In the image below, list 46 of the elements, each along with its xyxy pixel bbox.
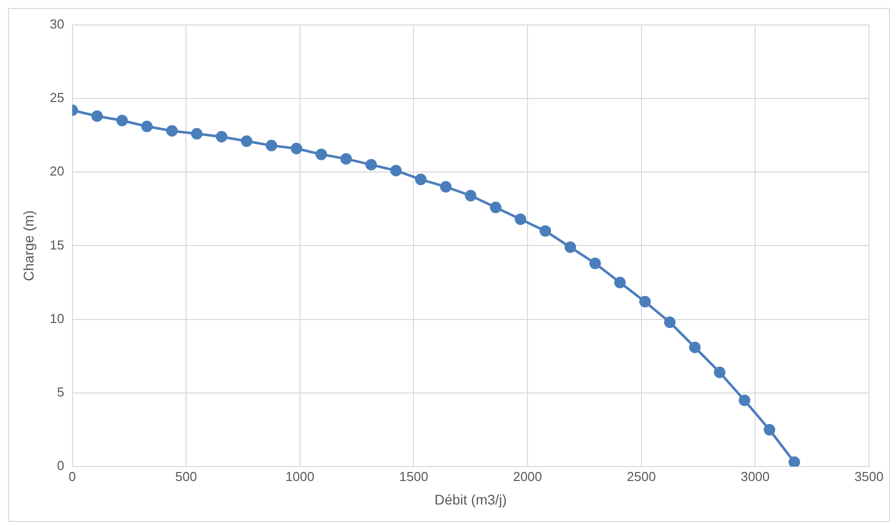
point (664, 316, 676, 328)
point (540, 225, 552, 237)
point (116, 114, 128, 126)
x-tick-label: 2000 (513, 468, 542, 484)
point (440, 181, 452, 193)
point (365, 158, 377, 170)
y-tick-label: 25 (50, 90, 64, 106)
x-tick-label: 3500 (854, 468, 884, 484)
point (490, 202, 502, 214)
point (589, 258, 601, 270)
x-tick-label: 2500 (626, 468, 656, 484)
y-tick-label: 30 (50, 16, 64, 32)
point (340, 153, 352, 165)
point (464, 190, 476, 202)
point (240, 135, 252, 147)
point (639, 296, 651, 308)
point (91, 110, 103, 122)
point (764, 424, 776, 436)
point (689, 342, 701, 354)
y-tick-label: 10 (50, 310, 64, 326)
point (266, 140, 278, 152)
x-tick-label: 1000 (285, 468, 314, 484)
point (415, 174, 427, 186)
x-axis-title: Débit (m3/j) (434, 491, 507, 508)
point (788, 456, 800, 467)
point (514, 213, 526, 225)
point (564, 241, 576, 253)
point (390, 164, 402, 176)
point (141, 120, 153, 132)
y-axis-title: Charge (m) (20, 210, 36, 282)
point (714, 366, 726, 378)
point (290, 142, 302, 154)
x-tick-label: 3000 (740, 468, 770, 484)
y-tick-label: 0 (57, 458, 64, 474)
point (614, 276, 626, 288)
x-tick-label: 1500 (399, 468, 428, 484)
y-tick-label: 20 (50, 164, 64, 179)
y-tick-label: 15 (50, 237, 64, 252)
point (216, 130, 228, 142)
x-tick-label: 0 (68, 468, 76, 484)
x-tick-label: 500 (175, 468, 197, 484)
point (316, 148, 328, 160)
point (738, 394, 750, 406)
point (166, 125, 178, 137)
y-tick-label: 5 (57, 384, 64, 400)
point (191, 128, 203, 140)
